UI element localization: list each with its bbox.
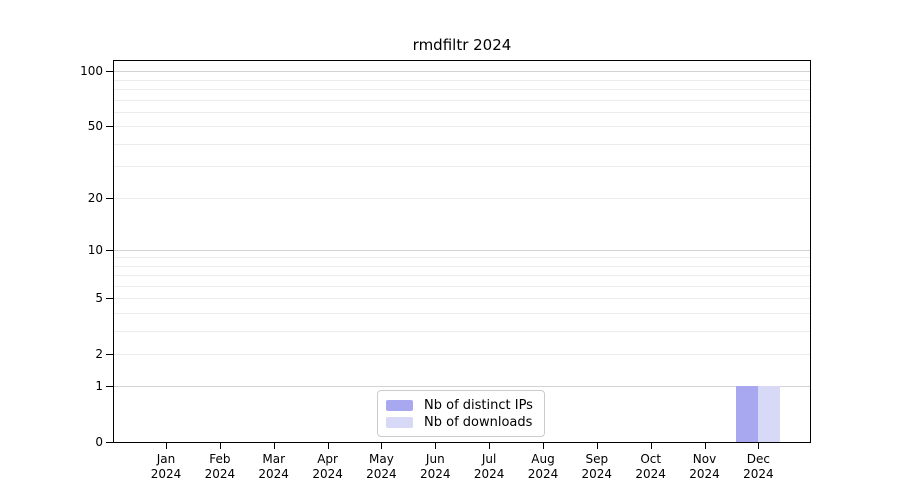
y-tick-label-20: 20 [87, 190, 103, 205]
y-tick-label-0: 0 [95, 435, 103, 449]
gridline-major-1 [114, 386, 810, 388]
gridline-minor-70 [114, 99, 810, 101]
x-tick-label-jun: Jun 2024 [420, 452, 451, 481]
gridline-minor-9 [114, 257, 810, 259]
chart-title: rmdfiltr 2024 [412, 36, 512, 54]
y-tick-0 [106, 442, 113, 443]
x-tick-dec [758, 443, 760, 449]
x-tick-aug [543, 443, 544, 449]
x-tick-nov [704, 443, 706, 449]
gridline-major-10 [114, 249, 810, 251]
y-tick-1 [106, 386, 113, 388]
gridline-minor-4 [114, 312, 810, 314]
x-tick-label-oct: Oct 2024 [635, 452, 666, 481]
y-tick-5 [106, 298, 113, 300]
x-tick-label-jan: Jan 2024 [150, 452, 182, 481]
y-tick-20 [106, 197, 113, 199]
x-tick-apr [327, 443, 329, 449]
x-tick-oct [650, 443, 652, 449]
x-tick-label-feb: Feb 2024 [204, 452, 236, 481]
x-tick-sep [596, 443, 598, 449]
gridline-minor-90 [114, 79, 810, 81]
x-tick-label-apr: Apr 2024 [312, 452, 343, 481]
x-tick-jan [166, 443, 167, 449]
x-tick-feb [219, 443, 221, 449]
legend-swatch-downloads [386, 417, 413, 428]
x-tick-label-aug: Aug 2024 [527, 452, 559, 481]
y-tick-label-100: 100 [80, 64, 103, 79]
x-tick-label-mar: Mar 2024 [258, 452, 289, 481]
y-tick-label-1: 1 [95, 379, 103, 394]
plot-area [113, 60, 811, 443]
y-tick-10 [106, 249, 113, 251]
gridline-minor-40 [114, 143, 810, 145]
gridline-minor-2 [114, 353, 810, 355]
gridline-minor-5 [114, 298, 810, 300]
legend: Nb of distinct IPs Nb of downloads [377, 390, 545, 437]
y-tick-label-50: 50 [87, 119, 103, 134]
gridline-minor-80 [114, 89, 810, 91]
x-tick-label-dec: Dec 2024 [743, 452, 774, 481]
gridline-minor-60 [114, 111, 810, 113]
x-tick-mar [273, 443, 275, 449]
x-tick-may [381, 443, 383, 449]
gridline-minor-50 [114, 126, 810, 128]
y-tick-label-10: 10 [87, 242, 103, 257]
y-tick-50 [106, 126, 113, 128]
y-tick-2 [106, 353, 113, 355]
gridline-minor-30 [114, 166, 810, 168]
legend-label-distinct-ips: Nb of distinct IPs [424, 398, 533, 413]
gridline-minor-20 [114, 197, 810, 199]
legend-swatch-distinct-ips [386, 400, 413, 411]
x-tick-label-may: May 2024 [366, 452, 397, 481]
legend-item-downloads: Nb of downloads [386, 415, 544, 430]
y-tick-label-2: 2 [95, 346, 103, 361]
gridline-major-100 [114, 71, 810, 73]
x-tick-jun [435, 443, 437, 449]
gridline-minor-6 [114, 285, 810, 287]
legend-item-distinct-ips: Nb of distinct IPs [386, 398, 544, 413]
x-tick-label-sep: Sep 2024 [581, 452, 613, 481]
gridline-minor-3 [114, 330, 810, 332]
y-tick-label-5: 5 [95, 291, 103, 306]
x-tick-label-jul: Jul 2024 [473, 452, 505, 481]
x-tick-label-nov: Nov 2024 [689, 452, 720, 481]
y-tick-100 [106, 71, 113, 73]
bar-nb-of-distinct-ips-dec [736, 386, 759, 442]
gridline-minor-8 [114, 265, 810, 267]
legend-label-downloads: Nb of downloads [424, 415, 533, 430]
gridline-minor-7 [114, 275, 810, 276]
bar-nb-of-downloads-dec [758, 386, 781, 442]
x-tick-jul [489, 443, 491, 449]
